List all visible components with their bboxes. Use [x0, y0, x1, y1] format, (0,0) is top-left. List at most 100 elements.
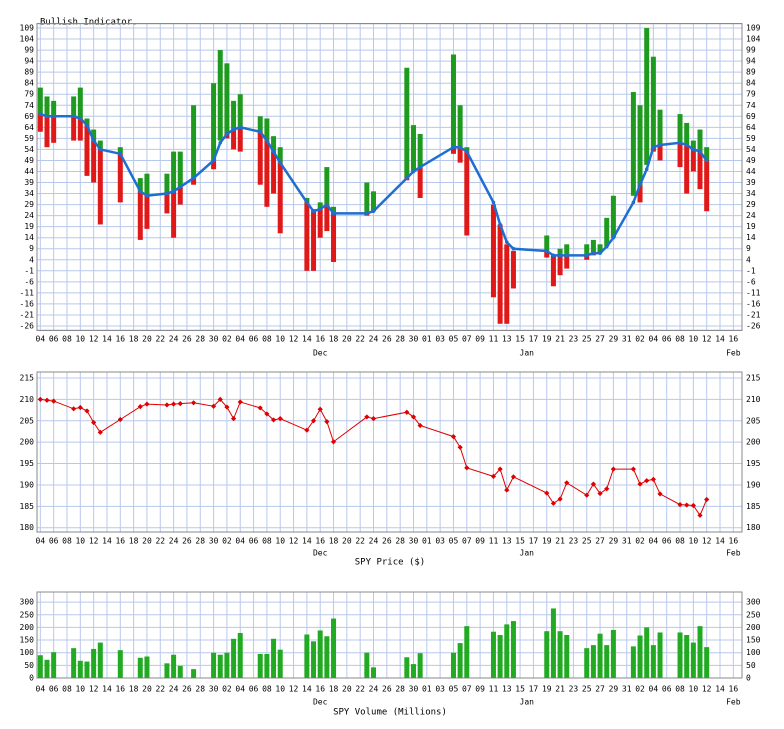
y-tick-label: 19 — [24, 222, 34, 231]
average-point — [611, 235, 616, 240]
x-tick-label: 23 — [569, 537, 579, 546]
average-point — [464, 149, 469, 154]
x-tick-label: 04 — [36, 335, 46, 344]
volume-bar — [224, 652, 230, 678]
x-tick-label: 16 — [115, 537, 125, 546]
volume-bar — [457, 643, 463, 678]
bar-above-average — [564, 244, 570, 256]
x-tick-label: 26 — [182, 685, 192, 694]
bar-below-average — [457, 147, 463, 163]
average-point — [558, 253, 562, 258]
x-tick-label: 29 — [609, 685, 619, 694]
price-point — [650, 476, 656, 482]
bar-above-average — [597, 244, 603, 254]
bar-below-average — [71, 116, 77, 141]
bar-below-average — [657, 144, 663, 161]
month-label: Feb — [726, 698, 741, 707]
x-tick-label: 16 — [315, 537, 325, 546]
volume-bar — [550, 608, 556, 678]
month-label: Jan — [520, 698, 535, 707]
y-tick-label: 14 — [24, 233, 34, 242]
x-tick-label: 20 — [142, 335, 152, 344]
y-tick-label: 195 — [20, 459, 35, 468]
x-tick-label: 12 — [289, 537, 299, 546]
price-point — [177, 401, 183, 407]
bar-below-average — [637, 184, 643, 203]
bar-above-average — [84, 118, 90, 126]
volume-bar — [77, 660, 83, 678]
x-tick-label: 10 — [689, 685, 699, 694]
volume-bar — [37, 655, 43, 678]
x-tick-label: 14 — [715, 537, 725, 546]
x-tick-label: 17 — [529, 335, 539, 344]
price-point — [304, 427, 310, 433]
bar-above-average — [457, 105, 463, 148]
volume-bar — [171, 654, 177, 678]
price-point — [497, 466, 503, 472]
x-tick-label: 07 — [462, 685, 472, 694]
y-tick-label: 215 — [20, 373, 35, 382]
bar-above-average — [277, 147, 283, 163]
x-tick-label: 19 — [542, 685, 552, 694]
plot-area — [36, 23, 743, 331]
bar-below-average — [271, 151, 277, 194]
volume-bar — [510, 621, 516, 678]
x-tick-label: 22 — [355, 335, 365, 344]
average-point — [165, 191, 169, 196]
price-point — [37, 396, 43, 402]
price-point — [210, 403, 217, 409]
bar-above-average — [684, 122, 690, 145]
x-tick-label: 08 — [262, 335, 272, 344]
bar-above-average — [690, 140, 696, 150]
price-point — [237, 399, 243, 405]
x-tick-label: 28 — [195, 537, 205, 546]
panel: SPY Price ($)04 06 08 10 12 14 16 18 20 22 24 26 28 3… — [20, 371, 761, 568]
bar-below-average — [144, 195, 150, 229]
price-point — [277, 416, 283, 422]
plot-border — [36, 371, 743, 533]
y-tick-label: 215 — [746, 373, 761, 382]
x-tick-label: 18 — [129, 685, 139, 694]
bar-below-average — [317, 209, 323, 238]
y-tick-label: 250 — [20, 610, 35, 619]
x-tick-label: 02 — [222, 537, 232, 546]
volume-bar — [271, 638, 277, 678]
volume-bar — [704, 647, 710, 678]
volume-bar — [404, 657, 410, 678]
y-tick-label: 24 — [24, 211, 34, 220]
average-point — [405, 176, 409, 180]
x-tick-label: 08 — [62, 685, 72, 694]
price-point — [324, 419, 330, 425]
price-point — [644, 478, 650, 484]
volume-bar — [144, 656, 150, 678]
price-point — [704, 496, 710, 503]
average-point — [225, 132, 229, 136]
average-point — [85, 123, 89, 127]
bar-below-average — [510, 250, 516, 289]
price-point — [637, 481, 643, 487]
volume-bar — [311, 641, 317, 678]
average-point — [698, 149, 702, 154]
bar-above-average — [77, 87, 83, 119]
x-tick-label: 20 — [342, 685, 352, 694]
y-tick-label: 50 — [746, 661, 756, 670]
volume-bar — [237, 632, 243, 678]
volume-bar — [610, 629, 616, 678]
x-tick-label: 02 — [635, 537, 645, 546]
x-tick-label: 24 — [169, 537, 179, 546]
y-tick-label: 150 — [746, 636, 761, 645]
y-tick-label: 44 — [24, 167, 34, 176]
x-tick-label: 28 — [395, 537, 405, 546]
price-point — [550, 500, 557, 506]
bar-above-average — [697, 129, 703, 152]
price-point — [490, 473, 497, 479]
volume-bar — [51, 652, 57, 678]
panel-title: SPY Price ($) — [355, 558, 425, 568]
bar-above-average — [144, 173, 150, 196]
bar-below-average — [324, 204, 330, 232]
plot-area — [36, 371, 743, 533]
bar-above-average — [657, 109, 663, 145]
x-tick-label: 10 — [75, 685, 85, 694]
bar-above-average — [71, 96, 77, 117]
bar-above-average — [137, 178, 143, 192]
